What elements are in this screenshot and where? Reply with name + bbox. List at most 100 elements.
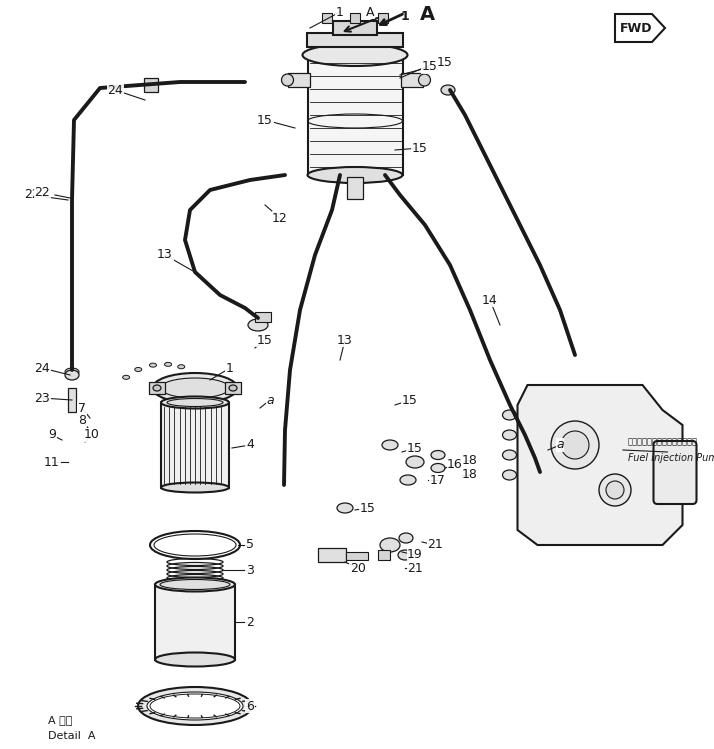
FancyBboxPatch shape <box>653 441 696 504</box>
Ellipse shape <box>248 319 268 331</box>
Ellipse shape <box>599 474 631 506</box>
Text: 16: 16 <box>447 458 463 472</box>
Ellipse shape <box>503 470 516 480</box>
Text: 11: 11 <box>44 455 60 469</box>
Bar <box>333 21 377 35</box>
Text: 18: 18 <box>462 453 478 467</box>
Ellipse shape <box>149 363 156 367</box>
Ellipse shape <box>167 398 223 407</box>
Ellipse shape <box>229 385 237 391</box>
Text: 12: 12 <box>272 211 288 225</box>
Text: 1: 1 <box>336 5 344 19</box>
Ellipse shape <box>65 370 79 380</box>
Text: 15: 15 <box>360 502 376 515</box>
Bar <box>149 382 165 394</box>
Ellipse shape <box>147 692 243 720</box>
Text: 2: 2 <box>246 616 254 628</box>
Ellipse shape <box>606 481 624 499</box>
Text: 15: 15 <box>402 393 418 407</box>
Ellipse shape <box>337 503 353 513</box>
Bar <box>378 13 388 23</box>
Ellipse shape <box>551 421 599 469</box>
Ellipse shape <box>399 533 413 543</box>
Bar <box>68 388 76 412</box>
Bar <box>308 55 403 175</box>
Bar <box>225 382 241 394</box>
Text: A 詳細: A 詳細 <box>48 715 72 725</box>
Polygon shape <box>615 14 665 42</box>
Text: a: a <box>556 438 564 452</box>
Ellipse shape <box>161 396 229 408</box>
Bar <box>401 73 423 87</box>
Text: 8: 8 <box>78 413 86 426</box>
Bar <box>155 584 235 660</box>
Bar <box>307 33 403 47</box>
Ellipse shape <box>155 652 235 667</box>
Ellipse shape <box>178 365 185 369</box>
Text: 14: 14 <box>482 294 498 306</box>
Text: Detail  A: Detail A <box>48 731 96 741</box>
Text: 19: 19 <box>407 548 423 562</box>
Text: 22: 22 <box>24 189 40 201</box>
Ellipse shape <box>155 577 235 592</box>
Ellipse shape <box>303 44 408 66</box>
Ellipse shape <box>123 375 130 379</box>
Ellipse shape <box>503 450 516 460</box>
Ellipse shape <box>138 687 252 725</box>
Ellipse shape <box>160 580 230 589</box>
Ellipse shape <box>561 431 589 459</box>
Text: 22: 22 <box>34 186 50 198</box>
Bar <box>378 550 390 560</box>
Ellipse shape <box>65 368 79 376</box>
Ellipse shape <box>406 456 424 468</box>
Ellipse shape <box>161 482 229 493</box>
Text: 13: 13 <box>337 333 353 347</box>
Text: a: a <box>266 393 273 407</box>
Text: A: A <box>419 5 435 25</box>
Ellipse shape <box>153 373 238 403</box>
Text: 5: 5 <box>246 539 254 551</box>
Text: 4: 4 <box>246 438 254 452</box>
Bar <box>350 13 360 23</box>
Text: 21: 21 <box>407 562 423 574</box>
Ellipse shape <box>431 464 445 473</box>
Text: A: A <box>366 5 374 19</box>
Text: 24: 24 <box>34 362 50 374</box>
Bar <box>346 552 368 560</box>
Text: 1: 1 <box>401 10 409 23</box>
Ellipse shape <box>503 410 516 420</box>
Text: 15: 15 <box>407 441 423 455</box>
Bar <box>322 13 332 23</box>
Ellipse shape <box>153 385 161 391</box>
Text: 24: 24 <box>107 83 123 97</box>
Ellipse shape <box>380 538 400 552</box>
Text: 15: 15 <box>412 142 428 154</box>
Text: 7: 7 <box>78 401 86 414</box>
Ellipse shape <box>431 450 445 459</box>
Text: 9: 9 <box>48 428 56 441</box>
Text: 15: 15 <box>257 333 273 347</box>
Ellipse shape <box>164 363 171 366</box>
Text: 15: 15 <box>437 55 453 68</box>
Text: FWD: FWD <box>620 22 653 35</box>
Ellipse shape <box>281 74 293 86</box>
Text: 10: 10 <box>84 428 100 441</box>
Text: 1: 1 <box>226 362 234 374</box>
Bar <box>318 548 346 562</box>
Bar <box>288 73 309 87</box>
Bar <box>161 402 229 488</box>
Ellipse shape <box>161 378 229 398</box>
Text: 15: 15 <box>422 61 438 73</box>
Text: 13: 13 <box>157 249 173 261</box>
Bar <box>347 177 363 199</box>
Ellipse shape <box>503 430 516 440</box>
Text: 3: 3 <box>246 563 254 577</box>
Ellipse shape <box>382 440 398 450</box>
Polygon shape <box>518 385 683 545</box>
Ellipse shape <box>441 85 455 95</box>
Ellipse shape <box>308 167 403 183</box>
Text: 15: 15 <box>257 114 273 127</box>
Ellipse shape <box>418 74 431 86</box>
Bar <box>255 312 271 322</box>
Text: フェルインジェクションポンプ: フェルインジェクションポンプ <box>628 437 698 446</box>
